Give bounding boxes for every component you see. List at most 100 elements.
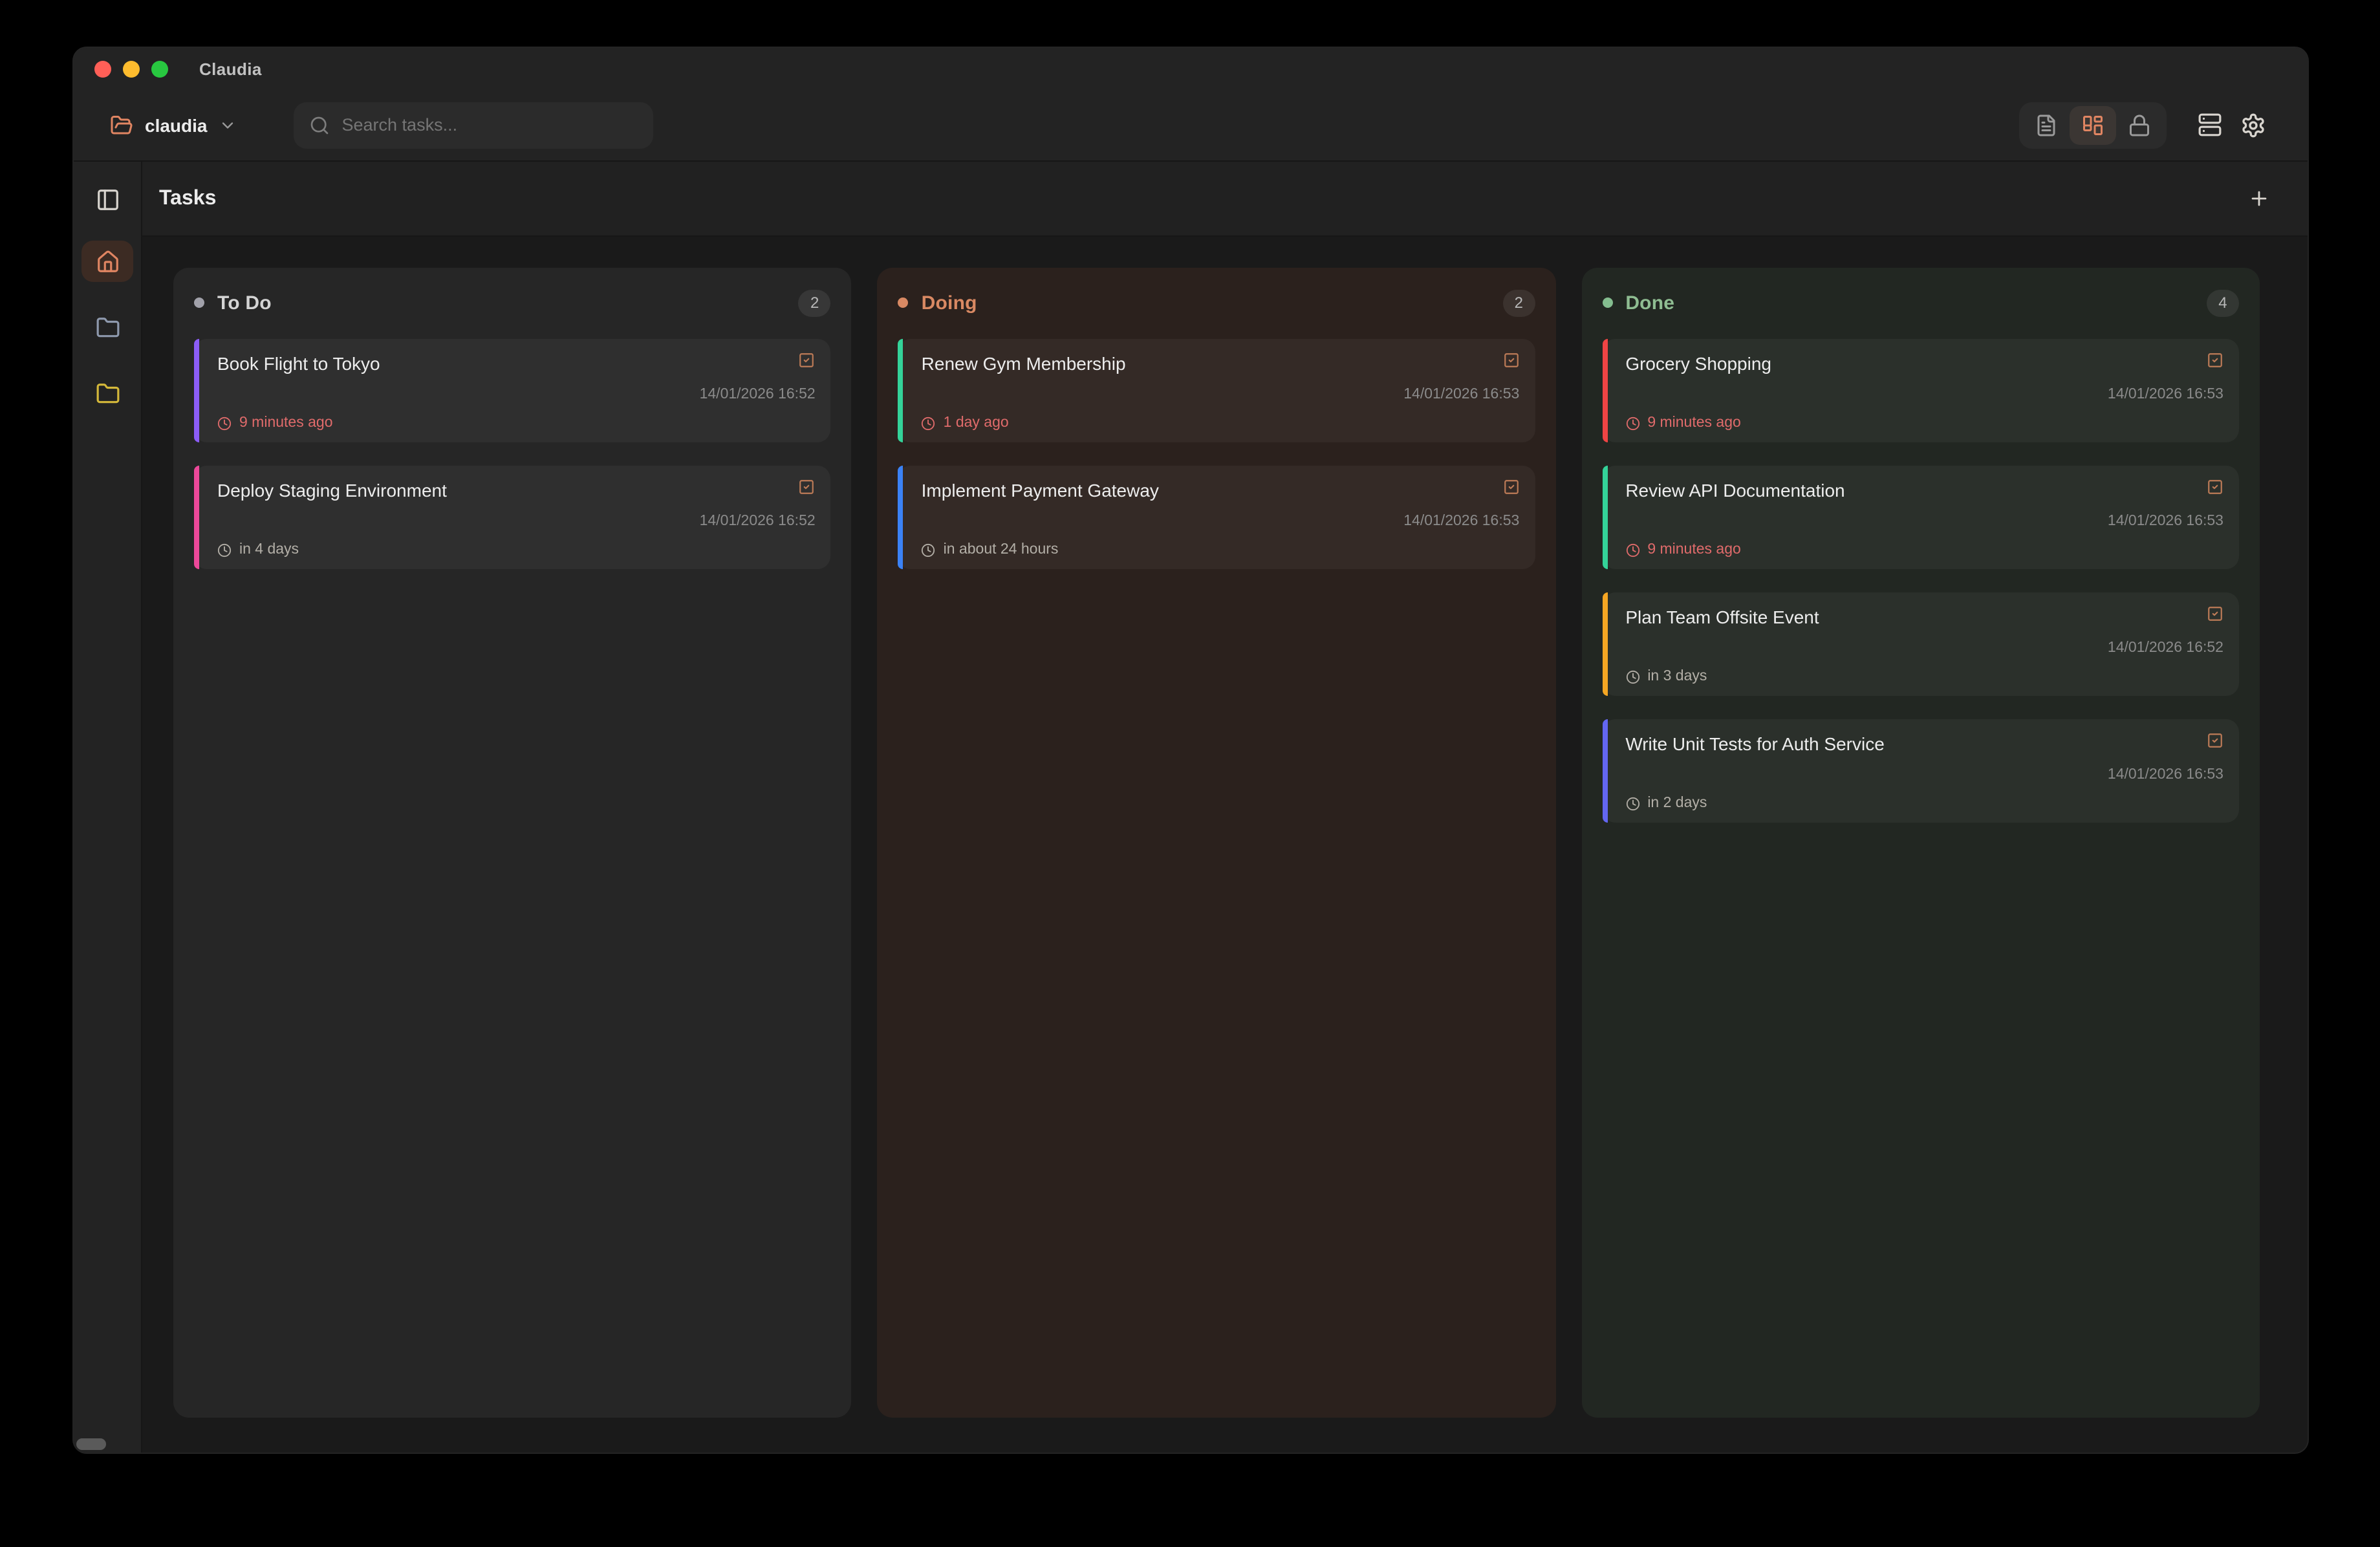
card-due-text: in 2 days [1647,795,1707,811]
column-label: Doing [921,292,977,314]
document-view-button[interactable] [2023,105,2070,144]
card-accent-bar [1602,466,1608,569]
view-switcher [2019,102,2167,148]
card-title: Grocery Shopping [1625,353,1771,374]
sidebar-item-project-yellow[interactable] [81,373,133,414]
clock-icon [1625,543,1639,557]
clock-icon [922,416,936,430]
column-header: Done 4 [1602,288,2239,317]
app-window: Claudia claudia Search tasks... [74,48,2308,1453]
page-header: Tasks [142,162,2308,237]
search-input[interactable]: Search tasks... [294,102,654,148]
minimize-window-button[interactable] [123,60,140,77]
card-due-text: 1 day ago [943,415,1009,431]
card-accent-bar [194,339,199,442]
square-check-icon[interactable] [2207,605,2223,622]
column-count-badge: 4 [2206,289,2239,316]
square-check-icon[interactable] [799,479,816,495]
clock-icon [217,543,232,557]
horizontal-scrollbar-thumb[interactable] [76,1438,106,1450]
card-due: in 4 days [217,542,816,557]
window-title: Claudia [199,59,262,78]
square-check-icon[interactable] [1502,479,1519,495]
panel-left-icon [95,187,120,211]
card-accent-bar [1602,592,1608,696]
server-button[interactable] [2187,105,2231,144]
close-window-button[interactable] [94,60,111,77]
lock-icon [2128,113,2151,136]
clock-icon [1625,416,1639,430]
task-card[interactable]: Implement Payment Gateway 14/01/2026 16:… [898,466,1535,569]
clock-icon [1625,669,1639,684]
card-accent-bar [1602,339,1608,442]
card-due-text: 9 minutes ago [1647,415,1741,431]
column-status-dot [898,298,909,308]
task-card[interactable]: Deploy Staging Environment 14/01/2026 16… [194,466,831,569]
column-doing: Doing 2 Renew Gym Membership 14/01/2026 … [877,268,1556,1418]
search-icon [310,114,330,135]
locked-view-button[interactable] [2116,105,2163,144]
sidebar-rail [74,162,142,1453]
column-label: To Do [217,292,272,314]
layout-grid-icon [2081,113,2104,136]
clock-icon [1625,796,1639,810]
card-list: Grocery Shopping 14/01/2026 16:53 9 minu… [1602,339,2239,823]
add-task-button[interactable] [2240,180,2277,217]
sidebar-toggle-button[interactable] [87,180,128,219]
task-card[interactable]: Plan Team Offsite Event 14/01/2026 16:52… [1602,592,2239,696]
card-title: Implement Payment Gateway [921,480,1159,501]
card-due-text: in about 24 hours [943,542,1059,557]
card-due: 9 minutes ago [217,415,816,431]
board-view-button[interactable] [2070,105,2116,144]
square-check-icon[interactable] [799,352,816,369]
card-due: in about 24 hours [922,542,1520,557]
card-due: in 3 days [1625,669,2223,684]
column-todo: To Do 2 Book Flight to Tokyo 14/01/2026 … [173,268,852,1418]
chevron-down-icon [219,116,237,134]
board: To Do 2 Book Flight to Tokyo 14/01/2026 … [142,237,2308,1453]
card-title: Renew Gym Membership [921,353,1126,374]
task-card[interactable]: Review API Documentation 14/01/2026 16:5… [1602,466,2239,569]
card-timestamp: 14/01/2026 16:53 [2107,514,2223,529]
task-card[interactable]: Write Unit Tests for Auth Service 14/01/… [1602,719,2239,823]
folder-open-icon [110,113,133,136]
project-label: claudia [145,114,208,135]
task-card[interactable]: Book Flight to Tokyo 14/01/2026 16:52 9 … [194,339,831,442]
folder-icon [95,381,120,406]
settings-button[interactable] [2231,105,2275,144]
square-check-icon[interactable] [2207,479,2223,495]
card-due-text: 9 minutes ago [1647,542,1741,557]
card-list: Book Flight to Tokyo 14/01/2026 16:52 9 … [194,339,831,569]
square-check-icon[interactable] [2207,732,2223,749]
card-due: 9 minutes ago [1625,415,2223,431]
card-timestamp: 14/01/2026 16:53 [1403,387,1520,402]
toolbar: claudia Search tasks... [74,89,2308,162]
card-due-text: in 4 days [239,542,299,557]
card-accent-bar [898,466,903,569]
column-header: To Do 2 [194,288,831,317]
zoom-window-button[interactable] [151,60,168,77]
card-accent-bar [1602,719,1608,823]
card-due: 9 minutes ago [1625,542,2223,557]
project-selector[interactable]: claudia [110,113,237,136]
card-timestamp: 14/01/2026 16:53 [2107,767,2223,783]
task-card[interactable]: Renew Gym Membership 14/01/2026 16:53 1 … [898,339,1535,442]
card-timestamp: 14/01/2026 16:52 [2107,640,2223,656]
card-timestamp: 14/01/2026 16:53 [1403,514,1520,529]
sidebar-item-home[interactable] [81,241,133,282]
card-title: Deploy Staging Environment [217,480,447,501]
card-timestamp: 14/01/2026 16:52 [699,387,816,402]
card-timestamp: 14/01/2026 16:52 [699,514,816,529]
card-due-text: 9 minutes ago [239,415,333,431]
task-card[interactable]: Grocery Shopping 14/01/2026 16:53 9 minu… [1602,339,2239,442]
folder-icon [95,315,120,340]
card-title: Review API Documentation [1625,480,1845,501]
column-header: Doing 2 [898,288,1535,317]
column-label: Done [1625,292,1675,314]
sidebar-item-project-gray[interactable] [81,307,133,348]
square-check-icon[interactable] [1502,352,1519,369]
file-text-icon [2035,113,2058,136]
server-icon [2197,113,2222,137]
square-check-icon[interactable] [2207,352,2223,369]
